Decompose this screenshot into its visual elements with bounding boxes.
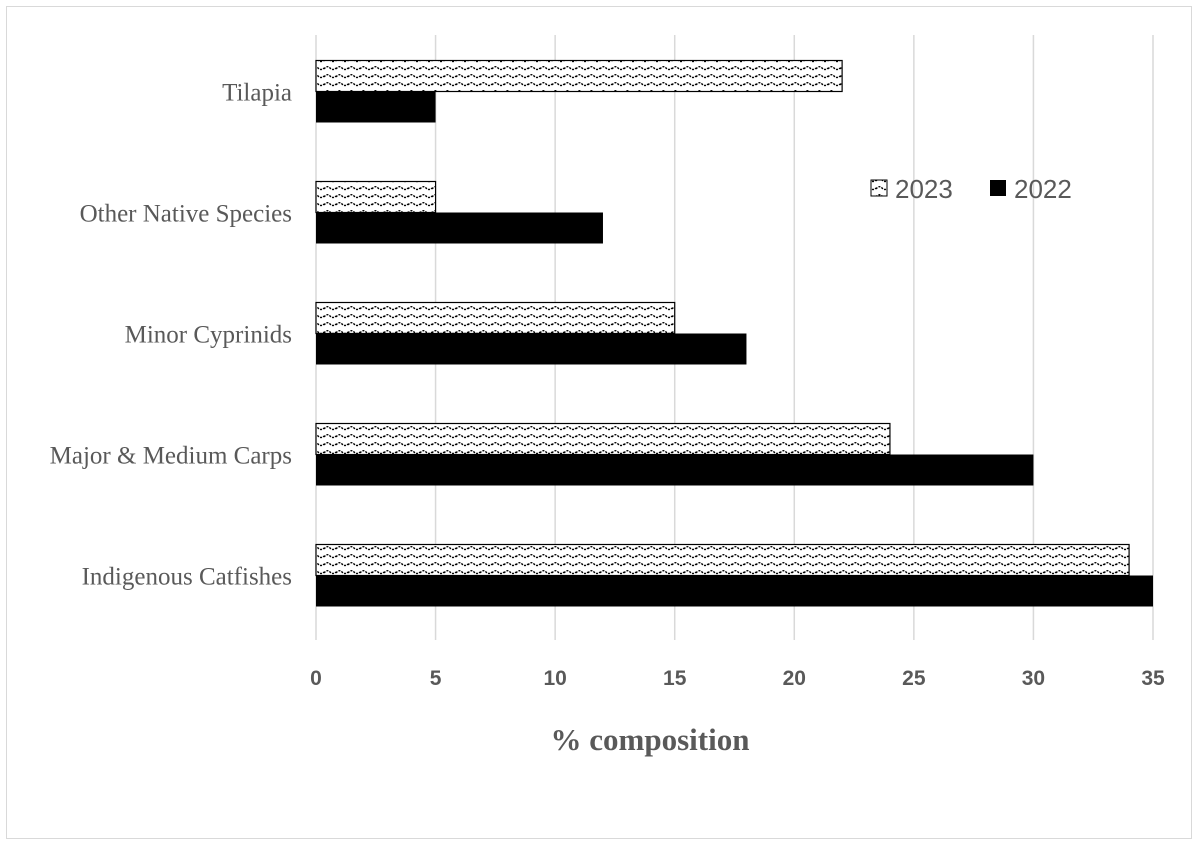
x-tick-label: 25 bbox=[902, 667, 926, 690]
bar-2022-minor-cyprinids bbox=[316, 333, 747, 365]
bar-2023-other-native-species bbox=[315, 180, 437, 214]
x-tick-label: 5 bbox=[430, 667, 442, 690]
bar-2023-tilapia bbox=[315, 59, 843, 93]
category-label: Minor Cyprinids bbox=[125, 322, 292, 349]
category-label: Indigenous Catfishes bbox=[82, 564, 292, 591]
chart-frame bbox=[6, 6, 1192, 839]
category-label: Major & Medium Carps bbox=[50, 443, 292, 470]
legend-swatch-2023 bbox=[870, 179, 888, 197]
category-label: Other Native Species bbox=[80, 201, 292, 228]
x-axis-label: % composition bbox=[551, 722, 750, 757]
x-tick-label: 15 bbox=[663, 667, 687, 690]
x-tick-label: 30 bbox=[1022, 667, 1045, 690]
x-tick-label: 35 bbox=[1141, 667, 1165, 690]
category-label: Tilapia bbox=[222, 80, 292, 107]
x-tick-label: 20 bbox=[783, 667, 806, 690]
bar-2022-other-native-species bbox=[316, 212, 603, 244]
bar-2023-minor-cyprinids bbox=[315, 301, 676, 335]
legend-label-2022: 2022 bbox=[1014, 174, 1072, 204]
bar-2023-major-medium-carps bbox=[315, 422, 891, 456]
x-tick-label: 10 bbox=[543, 667, 566, 690]
legend-label-2023: 2023 bbox=[895, 174, 953, 204]
legend: 2023 2022 bbox=[870, 174, 1072, 204]
legend-swatch-2022 bbox=[990, 180, 1006, 196]
bar-2022-major-medium-carps bbox=[316, 454, 1034, 486]
bar-2022-indigenous-catfishes bbox=[316, 575, 1153, 607]
bar-2022-tilapia bbox=[316, 91, 436, 123]
x-tick-label: 0 bbox=[310, 667, 322, 690]
bar-2023-indigenous-catfishes bbox=[315, 543, 1130, 577]
